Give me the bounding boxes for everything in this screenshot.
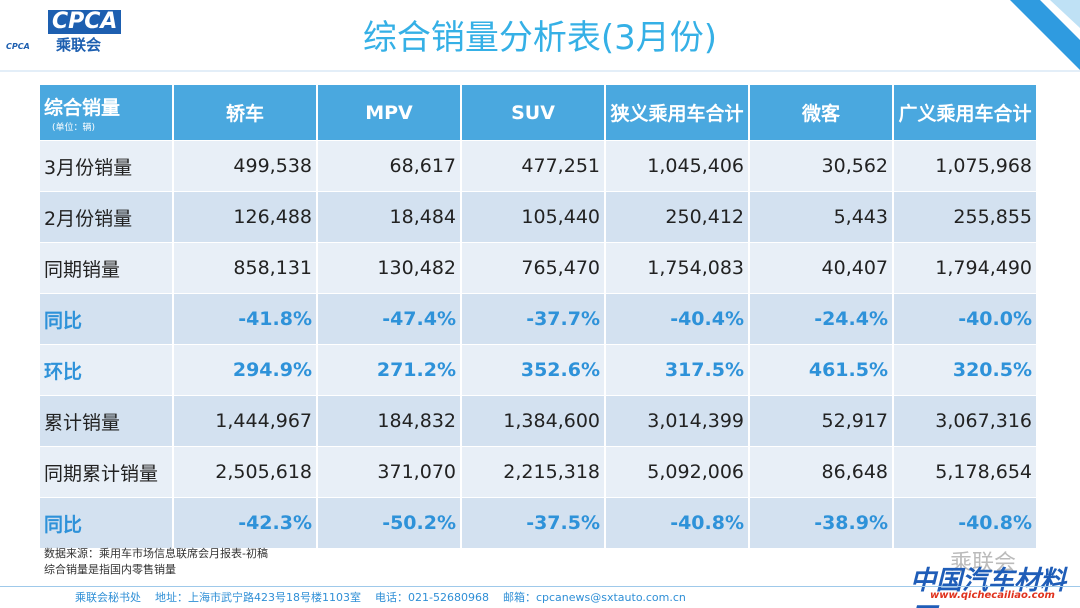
footer-phone: 电话：021-52680968 — [375, 591, 489, 604]
value-cell: 184,832 — [317, 395, 462, 447]
value-cell: 68,617 — [317, 140, 462, 192]
value-cell: -40.0% — [893, 293, 1038, 345]
value-cell: 461.5% — [749, 344, 894, 396]
column-header: 微客 — [749, 85, 894, 141]
footer-org: 乘联会秘书处 — [75, 591, 141, 604]
note: 数据来源：乘用车市场信息联席会月报表-初稿 — [44, 547, 268, 560]
value-cell: 52,917 — [749, 395, 894, 447]
column-header: MPV — [317, 85, 462, 141]
value-cell: -40.8% — [893, 497, 1038, 549]
value-cell: 5,443 — [749, 191, 894, 243]
value-cell: 477,251 — [461, 140, 606, 192]
logo-sub: 乘联会 — [56, 36, 102, 54]
value-cell: 271.2% — [317, 344, 462, 396]
column-header: 狭义乘用车合计 — [605, 85, 750, 141]
row-label: 同期销量 — [40, 242, 174, 294]
row-label: 累计销量 — [40, 395, 174, 447]
column-header: SUV — [461, 85, 606, 141]
corner-decoration — [1010, 0, 1080, 70]
value-cell: 1,444,967 — [173, 395, 318, 447]
column-header: 轿车 — [173, 85, 318, 141]
value-cell: 1,045,406 — [605, 140, 750, 192]
row-label: 环比 — [40, 344, 174, 396]
corner-unit: (单位：辆) — [52, 122, 96, 133]
value-cell: 1,754,083 — [605, 242, 750, 294]
table-row: 环比 294.9% 271.2% 352.6% 317.5% 461.5% 320.5% — [40, 344, 1038, 396]
table-row: 同比 -41.8% -47.4% -37.7% -40.4% -24.4% -40.0% — [40, 293, 1038, 345]
row-label: 同比 — [40, 293, 174, 345]
value-cell: 320.5% — [893, 344, 1038, 396]
value-cell: 3,014,399 — [605, 395, 750, 447]
value-cell: -40.4% — [605, 293, 750, 345]
value-cell: -50.2% — [317, 497, 462, 549]
footer-address: 地址：上海市武宁路423号18号楼1103室 — [155, 591, 361, 604]
value-cell: 499,538 — [173, 140, 318, 192]
value-cell: 250,412 — [605, 191, 750, 243]
value-cell: 5,178,654 — [893, 446, 1038, 498]
value-cell: 2,505,618 — [173, 446, 318, 498]
table-row: 2月份销量 126,488 18,484 105,440 250,412 5,443 255… — [40, 191, 1038, 243]
table-row: 3月份销量 499,538 68,617 477,251 1,045,406 30,562… — [40, 140, 1038, 192]
table-row: 同期累计销量 2,505,618 371,070 2,215,318 5,092,006… — [40, 446, 1038, 498]
sales-table: 综合销量 (单位：辆) 轿车 MPV SUV 狭义乘用车合计 微客 广义乘用车合计 3月份销量 4… — [40, 85, 1038, 549]
value-cell: -40.8% — [605, 497, 750, 549]
title: 综合销量分析表(3月份) — [362, 18, 718, 58]
value-cell: 1,794,490 — [893, 242, 1038, 294]
value-cell: 1,075,968 — [893, 140, 1038, 192]
watermark-site: 中国汽车材料网 — [910, 566, 1067, 608]
value-cell: 18,484 — [317, 191, 462, 243]
table-row: 累计销量 1,444,967 184,832 1,384,600 3,014,399 52… — [40, 395, 1038, 447]
value-cell: 371,070 — [317, 446, 462, 498]
value-cell: 255,855 — [893, 191, 1038, 243]
value-cell: 765,470 — [461, 242, 606, 294]
value-cell: 3,067,316 — [893, 395, 1038, 447]
value-cell: -24.4% — [749, 293, 894, 345]
corner-title: 综合销量 — [44, 96, 121, 119]
value-cell: -37.7% — [461, 293, 606, 345]
header-rule — [0, 70, 1080, 72]
row-label: 3月份销量 — [40, 140, 174, 192]
logo-text: CPCA — [48, 10, 122, 34]
value-cell: 858,131 — [173, 242, 318, 294]
footer-email: 邮箱：cpcanews@sxtauto.com.cn — [502, 591, 686, 604]
row-label: 2月份销量 — [40, 191, 174, 243]
value-cell: -42.3% — [173, 497, 318, 549]
value-cell: 40,407 — [749, 242, 894, 294]
logo-small: CPCA — [6, 42, 30, 51]
table-row: 同期销量 858,131 130,482 765,470 1,754,083 40,407… — [40, 242, 1038, 294]
note: 综合销量是指国内零售销量 — [44, 563, 176, 576]
value-cell: -38.9% — [749, 497, 894, 549]
column-header: 广义乘用车合计 — [893, 85, 1038, 141]
table-row: 同比 -42.3% -50.2% -37.5% -40.8% -38.9% -40.8% — [40, 497, 1038, 549]
value-cell: 317.5% — [605, 344, 750, 396]
value-cell: 130,482 — [317, 242, 462, 294]
header-row: 综合销量 (单位：辆) 轿车 MPV SUV 狭义乘用车合计 微客 广义乘用车合计 — [40, 85, 1038, 141]
watermark-account: 乘联会 — [950, 551, 1017, 576]
footer: 乘联会秘书处 地址：上海市武宁路423号18号楼1103室 电话：021-52680… — [0, 586, 1080, 608]
value-cell: 294.9% — [173, 344, 318, 396]
value-cell: 30,562 — [749, 140, 894, 192]
watermark-url: www.qichecailiao.com — [930, 590, 1055, 601]
value-cell: 352.6% — [461, 344, 606, 396]
row-label: 同比 — [40, 497, 174, 549]
value-cell: -37.5% — [461, 497, 606, 549]
value-cell: 105,440 — [461, 191, 606, 243]
value-cell: -41.8% — [173, 293, 318, 345]
notes: 数据来源：乘用车市场信息联席会月报表-初稿 综合销量是指国内零售销量 — [44, 546, 268, 578]
value-cell: 2,215,318 — [461, 446, 606, 498]
value-cell: 86,648 — [749, 446, 894, 498]
row-label: 同期累计销量 — [40, 446, 174, 498]
value-cell: 126,488 — [173, 191, 318, 243]
value-cell: 5,092,006 — [605, 446, 750, 498]
value-cell: -47.4% — [317, 293, 462, 345]
corner-cell: 综合销量 (单位：辆) — [40, 85, 174, 141]
value-cell: 1,384,600 — [461, 395, 606, 447]
